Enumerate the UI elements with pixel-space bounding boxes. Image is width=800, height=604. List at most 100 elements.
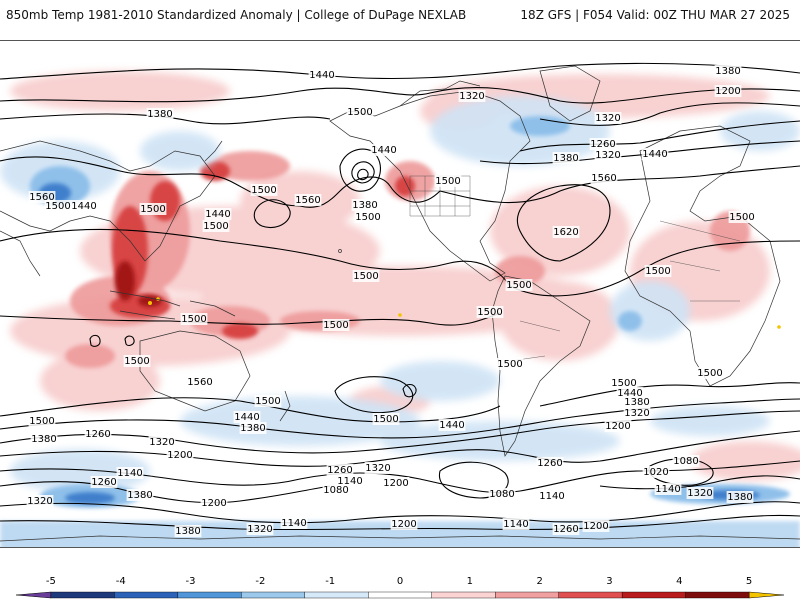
colorbar-segment	[495, 591, 559, 599]
contour-label: 1500	[477, 307, 502, 318]
contour-label: 1500	[323, 320, 348, 331]
contour-label-background	[26, 495, 54, 507]
contour-label-background	[84, 428, 112, 440]
contour-label: 1140	[539, 491, 564, 502]
contour-label-background	[28, 415, 56, 427]
contour-label: 1380	[31, 434, 56, 445]
contour-label-background	[382, 477, 410, 489]
colorbar-segment	[431, 591, 496, 599]
map-title: 850mb Temp 1981-2010 Standardized Anomal…	[6, 8, 467, 22]
contour-label-background	[552, 152, 580, 164]
contour-label-background	[538, 490, 566, 502]
contour-label-background	[346, 106, 374, 118]
contour-label: 1500	[697, 368, 722, 379]
colorbar-tick-label: 3	[606, 576, 612, 587]
contour-label-background	[390, 518, 418, 530]
contour-label: 1320	[149, 437, 174, 448]
contour-label: 1560	[591, 173, 616, 184]
contour-label: 1260	[85, 429, 110, 440]
contour-label-background	[536, 457, 564, 469]
contour-label-background	[180, 313, 208, 325]
contour-label-background	[200, 497, 228, 509]
contour-label: 1140	[281, 518, 306, 529]
contour-label-background	[458, 90, 486, 102]
model-run-info: 18Z GFS | F054 Valid: 00Z THU MAR 27 202…	[520, 8, 790, 22]
contour-label: 1500	[729, 212, 754, 223]
contour-label-background	[354, 211, 382, 223]
contour-label: 1500	[140, 204, 165, 215]
colorbar-tick-label: 1	[467, 576, 473, 587]
contour-label-background	[496, 358, 524, 370]
contour-label-background	[202, 220, 230, 232]
contour-label: 1380	[715, 66, 740, 77]
contour-label-background	[604, 420, 632, 432]
contour-label: 1500	[45, 201, 70, 212]
contour-label-background	[146, 108, 174, 120]
contour-label-background	[552, 226, 580, 238]
contour-label-background	[116, 467, 144, 479]
contour-label: 1620	[553, 227, 578, 238]
contour-label-background	[623, 396, 651, 408]
contour-label-background	[594, 149, 622, 161]
colorbar-segment	[368, 591, 432, 599]
colorbar-segment	[114, 591, 179, 599]
contour-label: 1380	[147, 109, 172, 120]
contour-label-background	[610, 377, 638, 389]
contour-label: 1080	[489, 489, 514, 500]
contour-label-background	[204, 208, 232, 220]
contour-label: 1080	[673, 456, 698, 467]
contour-label: 1440	[439, 420, 464, 431]
contour-label: 1380	[553, 153, 578, 164]
contour-label: 1380	[175, 526, 200, 537]
contour-label-background	[686, 487, 714, 499]
contour-label-background	[434, 175, 462, 187]
contour-label-background	[186, 376, 214, 388]
contour-label-background	[370, 144, 398, 156]
contour-label-background	[726, 491, 754, 503]
contour-label: 1260	[553, 524, 578, 535]
contour-label: 1500	[251, 185, 276, 196]
colorbar-segment	[685, 591, 750, 599]
contour-label-background	[672, 455, 700, 467]
contour-label: 1500	[611, 378, 636, 389]
contour-label-background	[372, 413, 400, 425]
contour-label-background	[351, 199, 379, 211]
contour-label: 1500	[506, 280, 531, 291]
contour-label: 1200	[201, 498, 226, 509]
colorbar-tick-label: 4	[676, 576, 682, 587]
contour-label-background	[239, 422, 267, 434]
contour-label: 1500	[255, 396, 280, 407]
contour-label: 1020	[643, 467, 668, 478]
contour-label-background	[123, 355, 151, 367]
contour-label: 1080	[323, 485, 348, 496]
colorbar: -5 -4 -3 -2 -1 0 1 2 3 4 5	[0, 570, 800, 600]
contour-label: 1500	[347, 107, 372, 118]
contour-label: 1440	[205, 209, 230, 220]
colorbar-extension-low	[15, 591, 52, 599]
contour-label: 1500	[181, 314, 206, 325]
contour-label-background	[322, 484, 350, 496]
contour-label-background	[70, 200, 98, 212]
contour-label-background	[552, 523, 580, 535]
contour-label: 1500	[203, 221, 228, 232]
contour-label: 1500	[29, 416, 54, 427]
contour-label-background	[488, 488, 516, 500]
contour-label-background	[728, 211, 756, 223]
contour-label: 1560	[295, 195, 320, 206]
contour-label: 1320	[624, 408, 649, 419]
colorbar-tick-label: 2	[536, 576, 542, 587]
contour-label-background	[254, 395, 282, 407]
colorbar-segment	[621, 591, 686, 599]
contour-label-background	[696, 367, 724, 379]
colorbar-tick-label: -1	[325, 576, 335, 587]
contour-label-background	[364, 462, 392, 474]
contour-label: 1260	[91, 477, 116, 488]
contour-label: 1500	[353, 271, 378, 282]
colorbar-segment	[304, 591, 369, 599]
contour-label-background	[438, 419, 466, 431]
contour-label-background	[714, 65, 742, 77]
coastlines	[0, 65, 800, 542]
contour-label-background	[246, 523, 274, 535]
colorbar-segment	[558, 591, 623, 599]
map-panel: 1440 1380 1200 1380 1320 1500 1320 1260 1320 1380…	[0, 40, 800, 548]
